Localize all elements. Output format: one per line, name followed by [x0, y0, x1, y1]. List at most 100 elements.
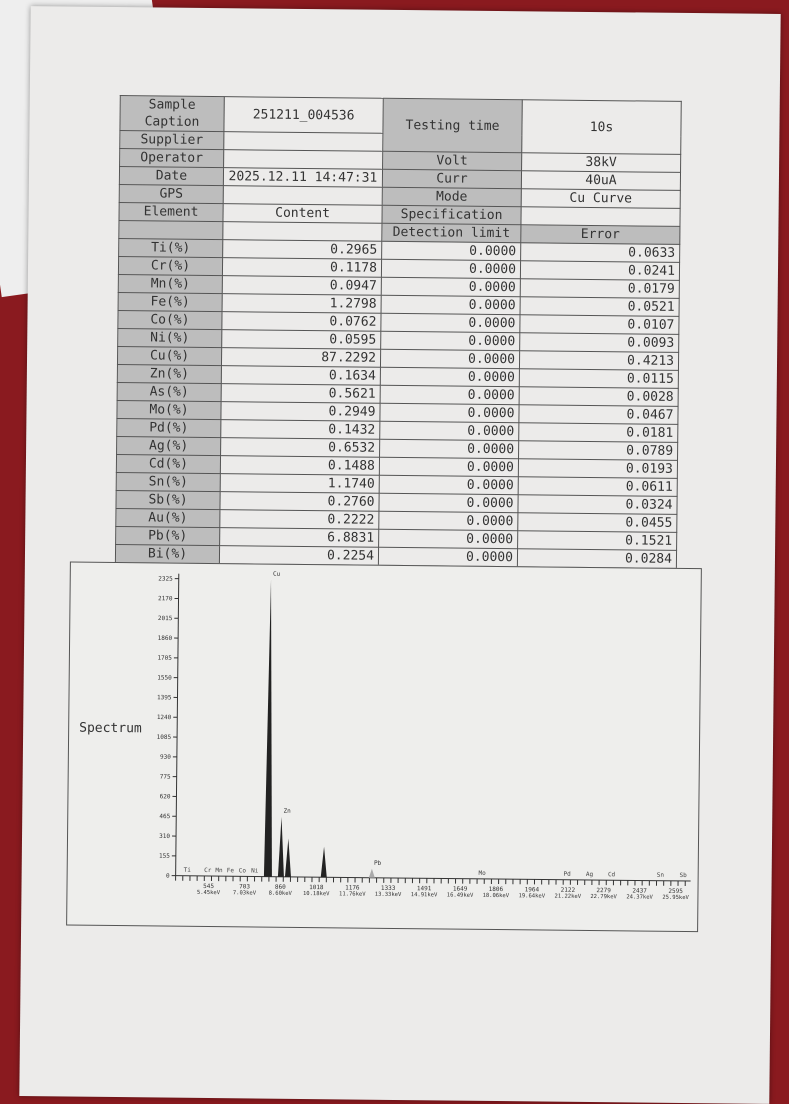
element-marker: Ni [251, 867, 259, 874]
spectrum-label: Spectrum [79, 721, 142, 737]
x-tick-energy: 22.79keV [590, 894, 617, 900]
element-cell: Au(%) [116, 509, 220, 528]
spectrum-peak [321, 847, 327, 878]
y-tick-label: 2325 [158, 575, 173, 582]
element-cell: Sb(%) [116, 491, 220, 510]
gps-value [223, 186, 382, 206]
mode-label: Mode [382, 187, 521, 206]
content-cell: 0.0947 [222, 276, 381, 296]
limit-cell: 0.0000 [379, 511, 518, 530]
spectrum-peak [369, 869, 375, 878]
error-cell: 0.0324 [518, 495, 677, 515]
limit-cell: 0.0000 [382, 241, 521, 260]
element-cell: Ni(%) [118, 329, 222, 348]
curr-value: 40uA [521, 171, 680, 191]
error-cell: 0.0467 [519, 405, 678, 425]
element-marker: Pd [564, 871, 572, 878]
limit-cell: 0.0000 [378, 547, 517, 566]
content-cell: 0.2222 [220, 510, 379, 530]
limit-cell: 0.0000 [380, 421, 519, 440]
limit-cell: 0.0000 [381, 313, 520, 332]
element-cell: As(%) [117, 383, 221, 402]
element-cell: Pb(%) [116, 527, 220, 546]
error-cell: 0.0611 [518, 477, 677, 497]
spectrum-peak [278, 817, 285, 877]
y-axis [176, 574, 179, 876]
error-cell: 0.0093 [520, 333, 679, 353]
element-marker: Ag [586, 871, 594, 878]
element-marker: Cr [204, 867, 212, 874]
error-cell: 0.1521 [518, 531, 677, 551]
error-cell: 0.0193 [518, 459, 677, 479]
content-cell: 0.0595 [222, 330, 381, 350]
content-cell: 0.1432 [221, 420, 380, 440]
volt-value: 38kV [522, 153, 681, 173]
element-cell: Bi(%) [115, 545, 219, 564]
content-cell: 0.2760 [220, 492, 379, 512]
y-tick-label: 155 [159, 853, 170, 860]
error-cell: 0.0028 [519, 387, 678, 407]
detection-limit-header: Detection limit [382, 223, 521, 242]
testing-time-label: Testing time [383, 98, 523, 152]
element-marker: Mn [215, 867, 223, 874]
sample-caption-label: Sample Caption [120, 96, 224, 132]
error-cell: 0.0181 [519, 423, 678, 443]
content-cell: 0.5621 [221, 384, 380, 404]
limit-cell: 0.0000 [380, 439, 519, 458]
element-marker: Ti [184, 867, 192, 874]
element-marker: Co [239, 867, 247, 874]
content-cell: 0.2965 [223, 240, 382, 260]
date-value: 2025.12.11 14:47:31 [223, 168, 382, 188]
element-cell: Mn(%) [118, 275, 222, 294]
error-header: Error [521, 225, 680, 245]
y-tick-label: 930 [160, 754, 171, 761]
content-cell: 0.1178 [222, 258, 381, 278]
x-tick-energy: 25.95keV [662, 895, 689, 901]
error-cell: 0.0521 [520, 297, 679, 317]
element-cell: Ag(%) [117, 437, 221, 456]
y-tick-label: 775 [160, 773, 171, 780]
specification-value [521, 207, 680, 227]
peak-label: Pb [374, 860, 382, 867]
limit-cell: 0.0000 [381, 295, 520, 314]
element-cell: Sn(%) [116, 473, 220, 492]
error-cell: 0.0179 [520, 279, 679, 299]
element-cell: Zn(%) [117, 365, 221, 384]
limit-cell: 0.0000 [379, 457, 518, 476]
y-tick-label: 1550 [157, 674, 172, 681]
operator-label: Operator [120, 149, 224, 168]
error-cell: 0.0115 [519, 369, 678, 389]
element-cell: Cu(%) [117, 347, 221, 366]
x-tick-energy: 16.49keV [447, 893, 474, 899]
element-cell: Cd(%) [116, 455, 220, 474]
gps-label: GPS [119, 185, 223, 204]
limit-cell: 0.0000 [381, 259, 520, 278]
element-cell: Pd(%) [117, 419, 221, 438]
testing-time-value: 10s [522, 100, 682, 155]
content-cell: 87.2292 [221, 348, 380, 368]
error-cell: 0.0284 [517, 549, 676, 569]
x-tick-energy: 21.22keV [555, 894, 582, 900]
x-tick-energy: 13.33keV [375, 892, 402, 898]
limit-cell: 0.0000 [380, 367, 519, 386]
spectrum-peak [285, 838, 291, 876]
x-tick-energy: 24.37keV [626, 894, 653, 900]
sample-caption-value: 251211_004536 [224, 97, 383, 134]
content-cell: 1.2798 [222, 294, 381, 314]
element-marker: Sn [657, 872, 665, 879]
x-tick-energy: 14.91keV [411, 892, 438, 898]
content-cell: 0.1488 [220, 456, 379, 476]
curr-label: Curr [382, 169, 521, 188]
supplier-label: Supplier [120, 131, 224, 150]
content-cell: 0.1634 [221, 366, 380, 386]
error-cell: 0.0241 [520, 261, 679, 281]
limit-cell: 0.0000 [381, 277, 520, 296]
y-tick-label: 2170 [158, 595, 173, 602]
x-tick-energy: 19.64keV [519, 893, 546, 899]
element-header: Element [119, 203, 223, 222]
content-cell: 0.6532 [221, 438, 380, 458]
spacer [119, 221, 223, 240]
